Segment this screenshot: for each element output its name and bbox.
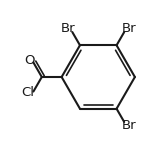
Text: Br: Br [60, 22, 75, 35]
Text: Cl: Cl [21, 86, 34, 99]
Text: O: O [24, 54, 35, 67]
Text: Br: Br [122, 22, 136, 35]
Text: Br: Br [122, 119, 136, 132]
